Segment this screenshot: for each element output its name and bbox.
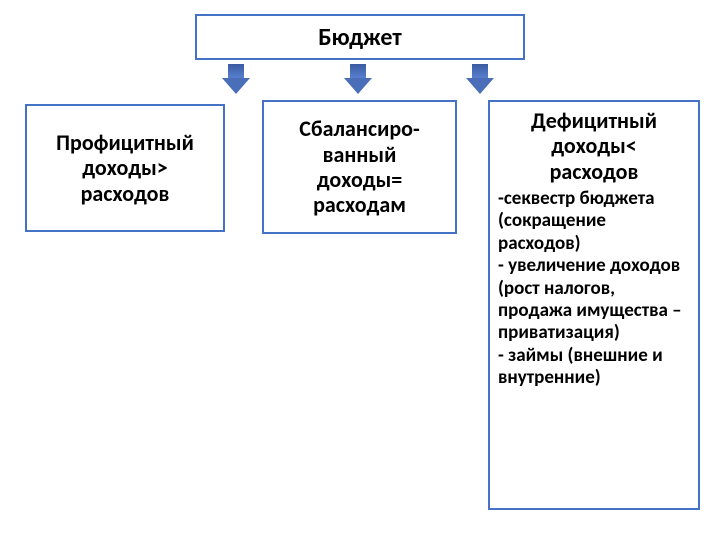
surplus-sub2: расходов — [81, 181, 170, 206]
deficit-sub2: расходов — [498, 159, 690, 184]
arrow-stem — [472, 64, 488, 78]
deficit-sub1: доходы< — [498, 133, 690, 158]
title-text: Бюджет — [318, 23, 401, 52]
balanced-sub2: расходам — [313, 192, 406, 217]
deficit-details: -секвестр бюджета (сокращение расходов) … — [498, 188, 690, 390]
deficit-box: Дефицитный доходы< расходов -секвестр бю… — [488, 100, 700, 510]
balanced-title2: ванный — [323, 142, 397, 167]
balanced-title: Сбалансиро- — [299, 116, 419, 141]
deficit-header: Дефицитный доходы< расходов — [498, 108, 690, 184]
arrow-head — [222, 78, 250, 94]
surplus-sub1: доходы> — [82, 155, 167, 180]
balanced-sub1: доходы= — [317, 167, 402, 192]
deficit-title: Дефицитный — [498, 108, 690, 133]
surplus-box: Профицитный доходы> расходов — [25, 104, 225, 232]
title-box: Бюджет — [195, 14, 525, 60]
arrow-head — [466, 78, 494, 94]
surplus-title: Профицитный — [56, 130, 194, 155]
arrow-stem — [350, 64, 366, 78]
arrow-stem — [228, 64, 244, 78]
balanced-box: Сбалансиро- ванный доходы= расходам — [262, 100, 457, 234]
arrow-head — [344, 78, 372, 94]
